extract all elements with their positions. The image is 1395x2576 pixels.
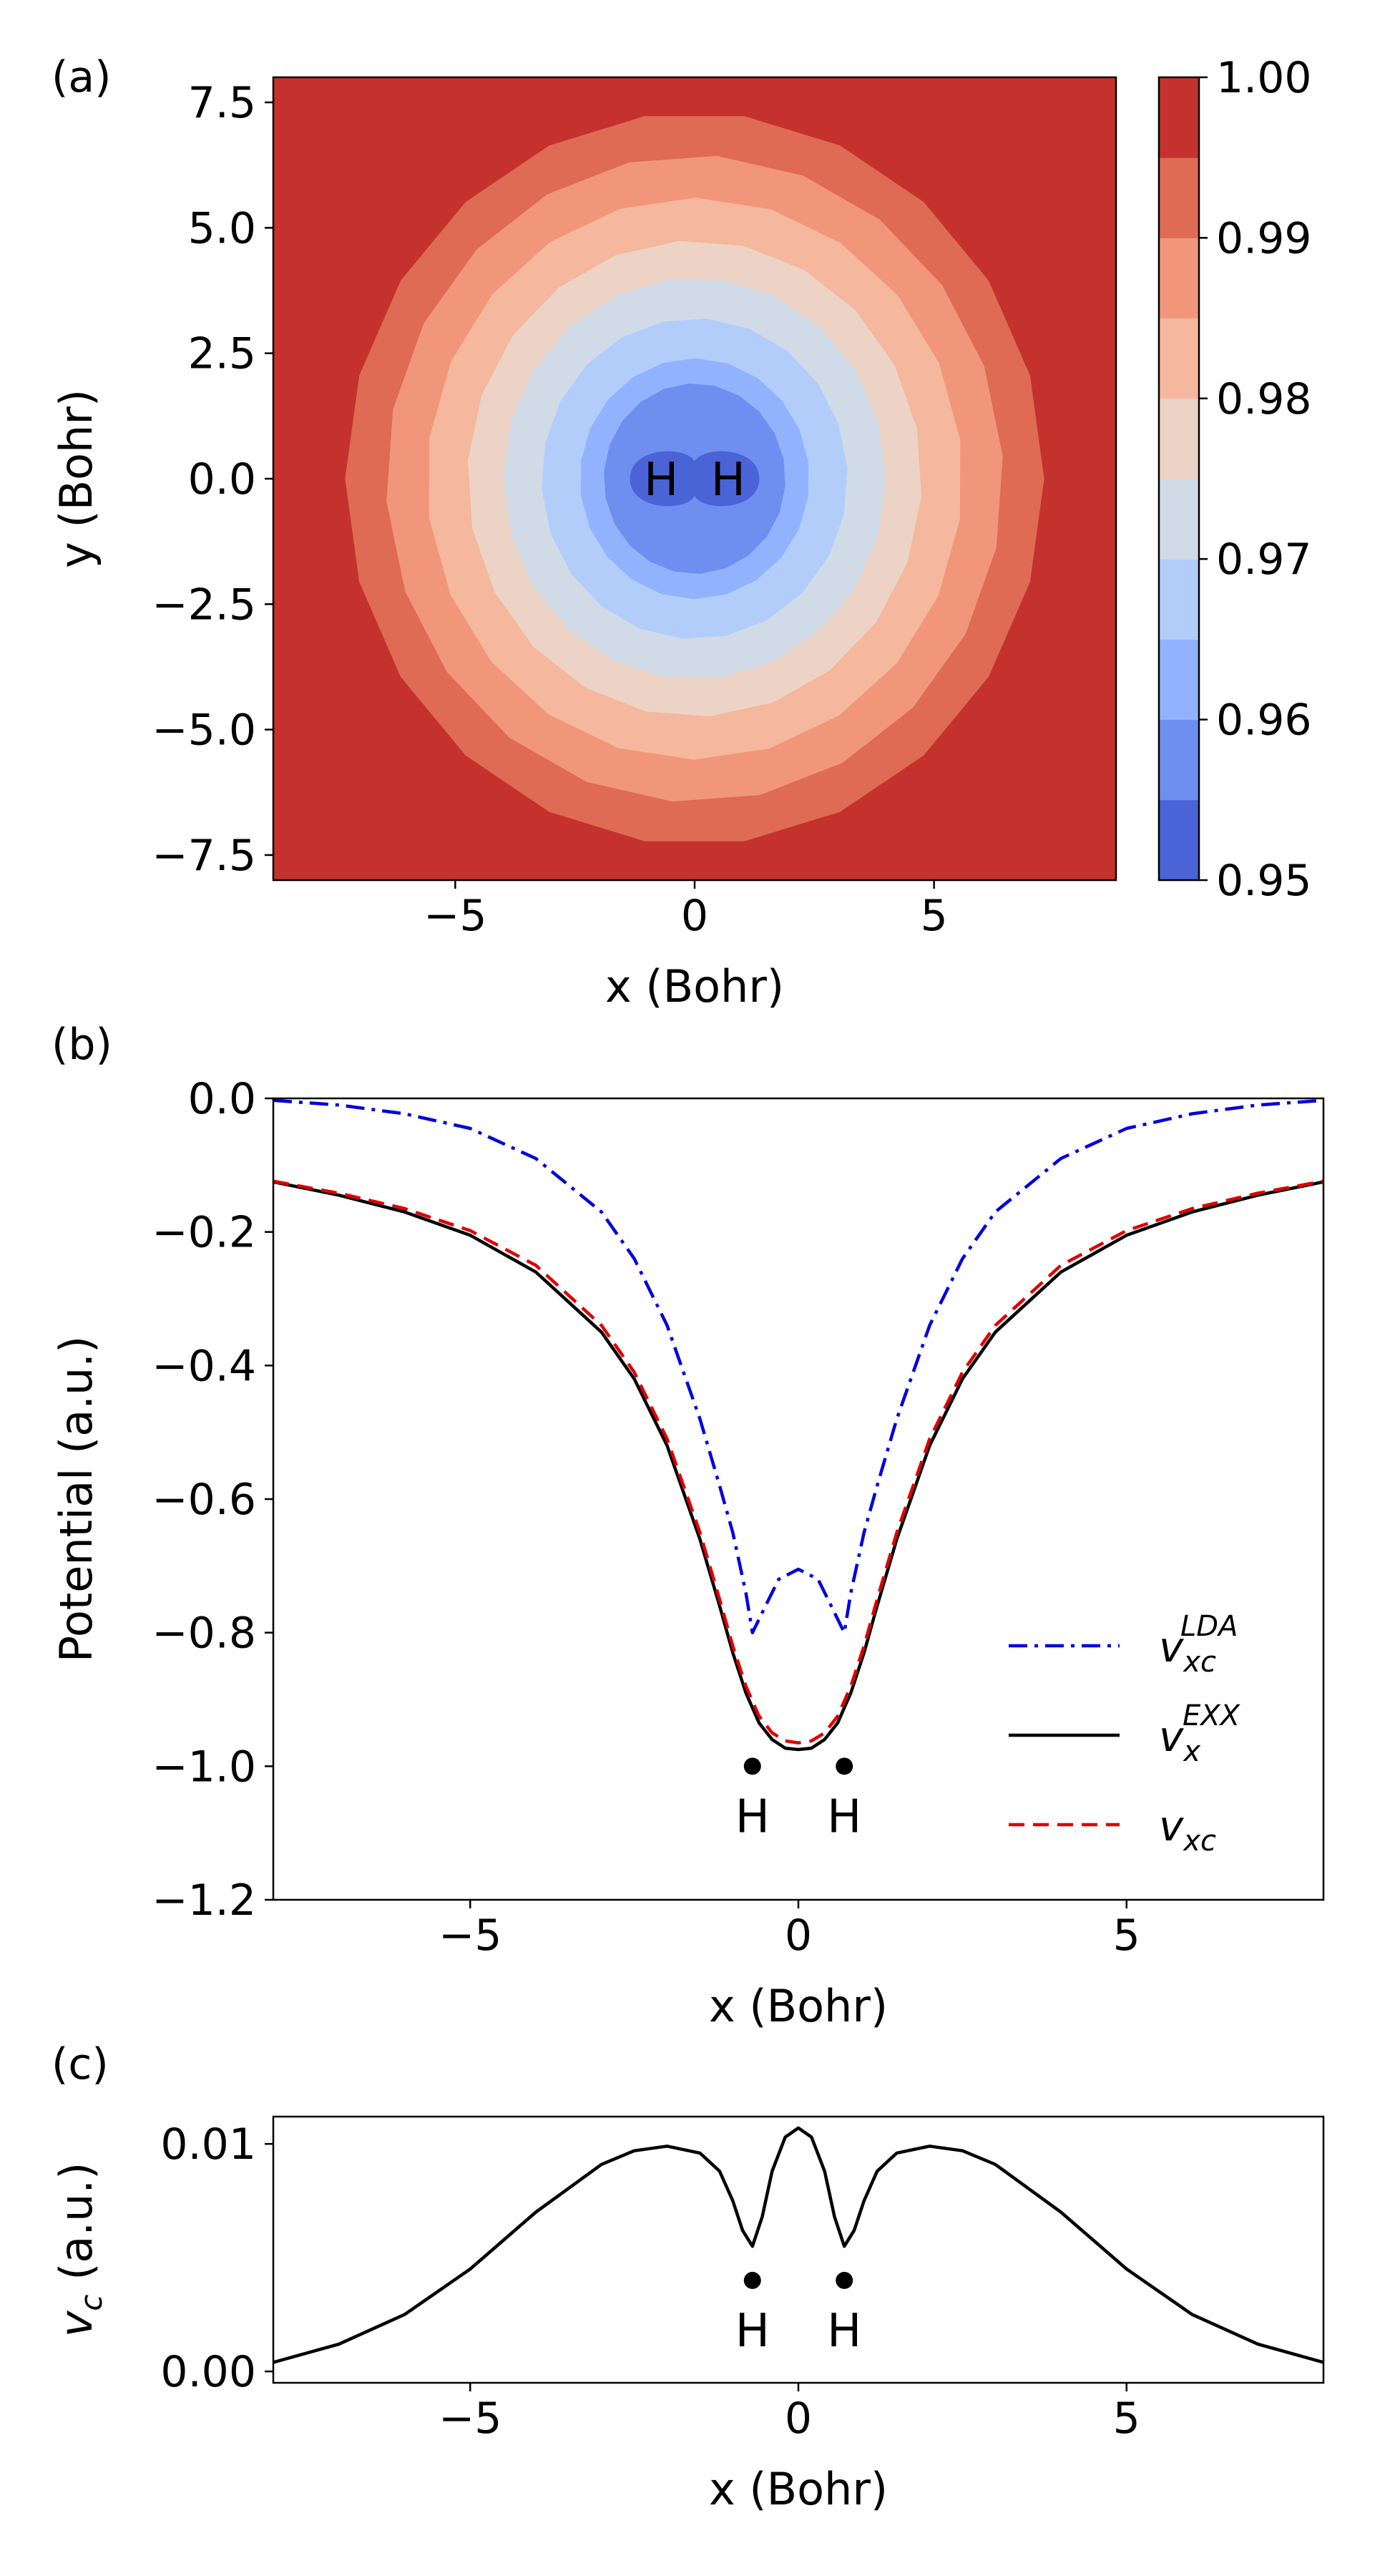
x-tick-label-a-1: −5 — [424, 891, 486, 941]
panel-a-contour: H H −5 0 5 7.5 5.0 2.5 0.0 −2.5 −5.0 −7.5 x (Bohr) y … — [50, 52, 1312, 1013]
legend-sup-2: EXX — [1183, 1699, 1241, 1732]
colorbar-segment-8 — [1159, 238, 1199, 319]
colorbar-tick-label-2: 0.99 — [1216, 213, 1312, 263]
y-tick-label-a-7: −7.5 — [152, 831, 256, 881]
atom-marker-c-1 — [743, 2271, 761, 2289]
colorbar-tick-label-5: 0.96 — [1216, 696, 1312, 746]
y-tick-label-b-4: −0.6 — [152, 1475, 256, 1525]
x-tick-label-c-1: −5 — [439, 2394, 501, 2444]
x-tick-label-b-3: 5 — [1113, 1911, 1140, 1961]
y-axis-label-b: Potential (a.u.) — [50, 1336, 102, 1662]
y-tick-label-b-6: −1.0 — [152, 1742, 256, 1792]
y-tick-label-a-3: 2.5 — [188, 329, 256, 379]
y-axis-label-c-main: v — [50, 2310, 102, 2337]
colorbar-tick-label-1: 1.00 — [1216, 53, 1312, 103]
x-axis-label-b: x (Bohr) — [709, 1980, 888, 2032]
colorbar-segment-2 — [1159, 719, 1199, 801]
panel-c-correlation-potential: H H −5 0 5 0.01 0.00 x (Bohr) (c) vc (a.u.) — [50, 2039, 1325, 2515]
x-tick-label-b-2: 0 — [785, 1911, 812, 1961]
colorbar-segment-3 — [1159, 639, 1199, 721]
atom-label-c-2: H — [827, 2305, 861, 2358]
y-axis-label-c: vc (a.u.) — [50, 2162, 109, 2338]
y-tick-label-a-5: −2.5 — [152, 580, 256, 630]
y-tick-label-a-1: 7.5 — [188, 78, 256, 128]
colorbar-segment-6 — [1159, 398, 1199, 479]
panel-label-b: (b) — [52, 1020, 112, 1070]
series-line-vc — [273, 2126, 1323, 2364]
contour-level-core — [630, 451, 760, 507]
y-tick-label-b-1: 0.0 — [188, 1074, 256, 1124]
y-axis-label-c-sub: c — [74, 2295, 109, 2311]
y-tick-label-a-2: 5.0 — [188, 203, 256, 253]
panel-b-potential-lines: H H −5 0 5 0.0 −0.2 −0.4 −0.6 −0.8 −1.0 −1.2 x (Bohr… — [50, 1020, 1325, 2032]
y-tick-label-b-2: −0.2 — [152, 1208, 256, 1258]
series-line-vxc — [273, 1179, 1323, 1745]
colorbar-segment-1 — [1159, 799, 1199, 881]
y-tick-label-a-6: −5.0 — [152, 706, 256, 756]
y-tick-label-b-5: −0.8 — [152, 1609, 256, 1659]
x-axis-label-c: x (Bohr) — [709, 2463, 888, 2515]
atom-marker-c-2 — [836, 2271, 853, 2289]
x-tick-label-c-2: 0 — [785, 2394, 812, 2444]
y-tick-label-b-7: −1.2 — [152, 1875, 256, 1926]
colorbar-segment-7 — [1159, 318, 1199, 399]
y-tick-label-c-2: 0.00 — [160, 2347, 256, 2397]
y-tick-label-a-4: 0.0 — [188, 454, 256, 504]
atom-label-a-1: H — [644, 454, 678, 507]
x-axis-label-a: x (Bohr) — [605, 960, 784, 1013]
y-axis-label-c-rest: (a.u.) — [50, 2162, 102, 2295]
legend-sub-3: xc — [1182, 1825, 1216, 1858]
legend-sup-1: LDA — [1180, 1610, 1238, 1643]
colorbar-frame — [1157, 76, 1200, 882]
x-tick-label-a-3: 5 — [921, 891, 948, 941]
panel-label-a: (a) — [52, 52, 112, 102]
colorbar-tick-label-3: 0.98 — [1216, 374, 1312, 424]
atom-label-a-2: H — [711, 454, 745, 507]
atom-marker-b-2 — [836, 1757, 853, 1775]
colorbar-segment-5 — [1159, 479, 1199, 560]
y-tick-label-b-3: −0.4 — [152, 1341, 256, 1391]
panel-label-c: (c) — [52, 2039, 109, 2089]
x-tick-label-b-1: −5 — [439, 1911, 501, 1961]
colorbar-segment-4 — [1159, 559, 1199, 640]
colorbar-segment-10 — [1159, 77, 1199, 158]
contour-field — [273, 77, 1116, 880]
atom-label-b-2: H — [827, 1790, 861, 1843]
legend-sub-1: xc — [1182, 1646, 1216, 1679]
atom-label-c-1: H — [735, 2305, 770, 2358]
atom-label-b-1: H — [735, 1790, 770, 1843]
legend-sub-2: x — [1182, 1735, 1200, 1768]
atom-marker-b-1 — [743, 1757, 761, 1775]
x-tick-label-c-3: 5 — [1113, 2394, 1140, 2444]
colorbar-tick-label-4: 0.97 — [1216, 535, 1312, 585]
y-axis-label-a: y (Bohr) — [50, 389, 102, 568]
plot-area-c — [273, 2126, 1323, 2364]
colorbar-segment-9 — [1159, 157, 1199, 238]
plot-area-b — [273, 1098, 1323, 1752]
series-line-vxexx — [273, 1180, 1323, 1752]
series-line-vxclda — [273, 1098, 1323, 1634]
colorbar-tick-label-6: 0.95 — [1216, 856, 1312, 906]
x-tick-label-a-2: 0 — [681, 891, 708, 941]
y-tick-label-c-1: 0.01 — [160, 2119, 256, 2170]
